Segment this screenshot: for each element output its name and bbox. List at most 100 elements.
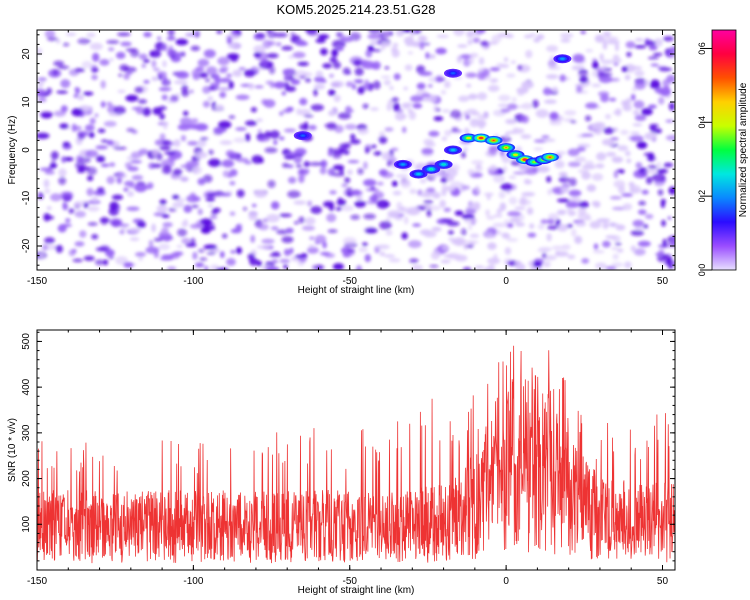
spectrogram-noise-cell — [595, 262, 607, 269]
spectrogram-noise-cell — [344, 177, 351, 184]
spectrogram-noise-cell — [87, 222, 98, 226]
spectrogram-noise-cell — [39, 167, 53, 171]
spectrogram-noise-cell — [657, 189, 664, 196]
spectrogram-noise-cell — [460, 54, 472, 59]
spectrogram-noise-cell — [100, 101, 106, 108]
spectrogram-noise-cell — [576, 85, 583, 93]
spectrogram-noise-cell — [504, 247, 512, 255]
spectrogram-noise-cell — [470, 111, 481, 116]
spectrogram-noise-cell — [408, 240, 422, 249]
spectrogram-noise-cell — [143, 59, 150, 63]
spectrogram-noise-cell — [269, 130, 280, 139]
spectrogram-noise-cell — [654, 38, 663, 47]
spectrogram-noise-cell — [392, 190, 402, 196]
spectrogram-noise-cell — [342, 252, 351, 258]
spectrogram-noise-cell — [68, 249, 76, 257]
spectrogram-noise-cell — [435, 75, 444, 83]
spectrogram-noise-cell — [320, 159, 328, 168]
colorbar-tick-label: 0.6 — [697, 42, 707, 55]
y-tick-label: -20 — [21, 238, 32, 253]
spectrogram-noise-cell — [151, 76, 159, 82]
spectrogram-noise-cell — [245, 133, 251, 142]
snr-y-ticks: 500 400 300 200 100 — [21, 331, 675, 571]
spectrogram-noise-cell — [287, 190, 301, 199]
spectrogram-noise-cell — [301, 225, 316, 231]
spectrogram-noise-cell — [381, 151, 393, 161]
spectrogram-noise-cell — [313, 83, 326, 90]
spectrogram-noise-cell — [454, 210, 464, 216]
spectrogram-noise-cell — [255, 118, 263, 122]
spectrogram-noise-cell — [634, 70, 645, 77]
spectrogram-noise-cell — [134, 86, 144, 94]
spectrogram-noise-cell — [123, 262, 134, 268]
spectrogram-noise-cell — [123, 72, 130, 80]
spectrogram-noise-cell — [445, 186, 456, 192]
spectrogram-noise-cell — [589, 221, 602, 229]
spectrogram-noise-cell — [77, 158, 84, 164]
spectrogram-noise-cell — [647, 56, 659, 60]
spectrogram-noise-cell — [95, 246, 109, 252]
spectrogram-noise-cell — [266, 53, 279, 59]
spectrogram-signal — [293, 54, 572, 179]
spectrogram-noise-cell — [488, 147, 498, 156]
spectrogram-noise-cell — [115, 51, 126, 60]
spectrogram-noise-cell — [442, 109, 450, 113]
spectrogram-noise-cell — [219, 140, 233, 145]
spectrogram-noise-cell — [226, 73, 233, 78]
spectrogram-noise-cell — [667, 216, 672, 220]
spectrogram-noise-cell — [668, 102, 675, 111]
spectrogram-noise-cell — [143, 31, 152, 38]
spectrogram-noise-cell — [100, 163, 110, 168]
spectrogram-noise-cell — [295, 164, 302, 168]
spectrogram-noise-cell — [517, 64, 523, 71]
spectrogram-noise-cell — [454, 187, 460, 196]
spectrogram-noise-cell — [159, 113, 166, 120]
spectrogram-noise-cell — [125, 94, 139, 102]
spectrogram-noise-cell — [308, 124, 317, 131]
spectrogram-noise-cell — [299, 97, 308, 106]
spectrogram-noise-cell — [597, 91, 610, 97]
spectrogram-noise-cell — [238, 67, 246, 71]
spectrogram-noise-cell — [560, 38, 571, 43]
spectrogram-noise-cell — [391, 97, 399, 103]
spectrogram-noise-cell — [71, 108, 84, 117]
spectrogram-noise-cell — [303, 114, 314, 118]
spectrogram-noise-cell — [43, 179, 50, 188]
spectrogram-noise-cell — [161, 94, 168, 101]
spectrogram-noise-cell — [108, 47, 115, 52]
spectrogram-noise-cell — [574, 235, 583, 244]
spectrogram-noise-cell — [586, 184, 597, 192]
spectrogram-noise-cell — [429, 264, 439, 268]
spectrogram-noise-cell — [354, 67, 364, 76]
spectrogram-noise-cell — [167, 30, 175, 37]
spectrogram-noise-cell — [131, 174, 144, 181]
spectrogram-noise-cell — [624, 150, 631, 157]
spectrogram-noise-cell — [443, 254, 458, 258]
spectrogram-noise-cell — [546, 176, 552, 183]
spectrogram-noise-cell — [227, 44, 236, 49]
spectrogram-noise — [37, 30, 675, 270]
spectrogram-noise-cell — [100, 216, 109, 225]
spectrogram-noise-cell — [560, 33, 574, 38]
spectrogram-noise-cell — [625, 97, 632, 105]
spectrogram-noise-cell — [111, 194, 124, 201]
spectrogram-noise-cell — [572, 53, 585, 63]
spectrogram-noise-cell — [557, 224, 568, 232]
spectrogram-noise-cell — [74, 210, 87, 218]
y-tick-label: 500 — [21, 333, 32, 350]
spectrogram-noise-cell — [221, 159, 235, 168]
spectrogram-noise-cell — [610, 247, 619, 251]
spectrogram-noise-cell — [121, 226, 128, 231]
spectrogram-noise-cell — [156, 153, 163, 161]
spectrogram-noise-cell — [585, 48, 594, 53]
spectrogram-noise-cell — [475, 185, 480, 194]
spectrogram-noise-cell — [159, 146, 172, 151]
spectrogram-noise-cell — [195, 66, 205, 73]
spectrogram-noise-cell — [116, 223, 130, 227]
spectrogram-noise-cell — [423, 199, 434, 205]
spectrogram-noise-cell — [176, 244, 183, 249]
spectrogram-noise-cell — [297, 168, 308, 177]
spectrogram-noise-cell — [548, 65, 561, 71]
spectrogram-noise-cell — [349, 190, 363, 196]
signal-blob — [540, 152, 559, 162]
